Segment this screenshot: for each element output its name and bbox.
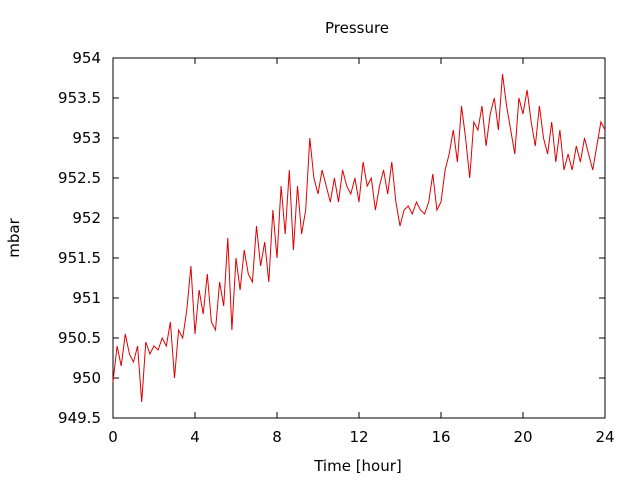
y-tick-label: 949.5 <box>58 409 101 427</box>
plot-area-frame <box>112 57 606 419</box>
x-axis-label: Time [hour] <box>313 457 402 475</box>
x-tick-label: 16 <box>431 428 450 446</box>
chart-title: Pressure <box>325 19 389 37</box>
x-axis: 0 4 8 12 16 20 24 <box>108 58 615 446</box>
pressure-series-line <box>112 73 606 403</box>
y-tick-label: 952 <box>72 209 101 227</box>
y-tick-label: 950 <box>72 369 101 387</box>
x-tick-label: 12 <box>349 428 368 446</box>
y-tick-label: 951.5 <box>58 249 101 267</box>
y-tick-label: 953 <box>72 129 101 147</box>
y-tick-label: 954 <box>72 49 101 67</box>
x-tick-label: 0 <box>108 428 118 446</box>
x-tick-label: 20 <box>513 428 532 446</box>
y-tick-label: 953.5 <box>58 89 101 107</box>
x-tick-label: 4 <box>190 428 200 446</box>
y-tick-label: 952.5 <box>58 169 101 187</box>
x-tick-label: 24 <box>595 428 614 446</box>
y-tick-label: 951 <box>72 289 101 307</box>
x-tick-label: 8 <box>272 428 282 446</box>
y-axis: 949.5 950 950.5 951 951.5 952 952.5 953 953.5 954 <box>58 49 605 427</box>
y-tick-label: 950.5 <box>58 329 101 347</box>
y-axis-label: mbar <box>5 217 23 257</box>
